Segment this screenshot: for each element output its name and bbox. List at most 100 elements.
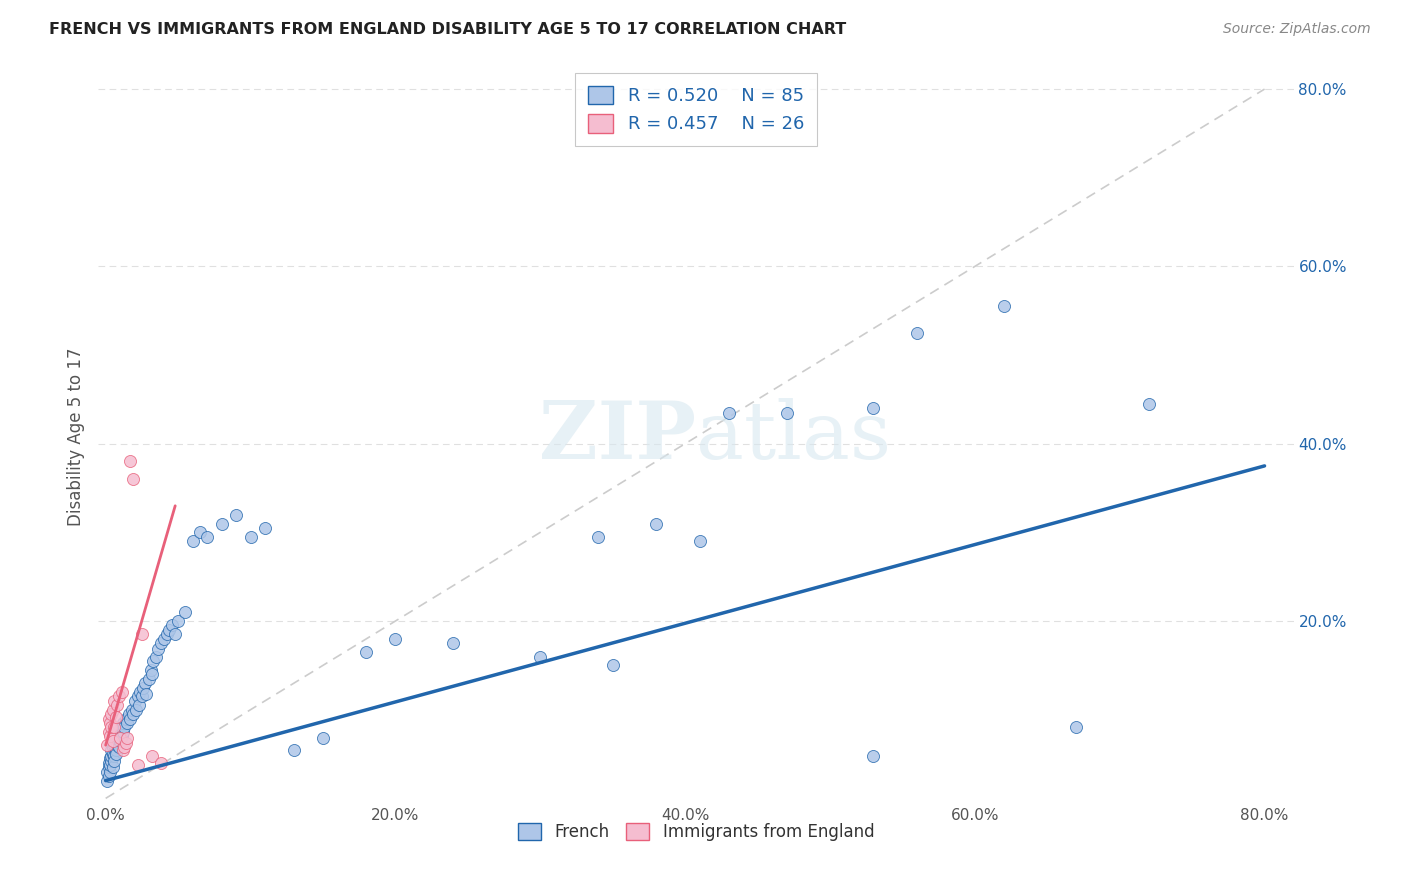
Point — [129, 685, 152, 699]
Point — [167, 614, 190, 628]
Point — [157, 623, 180, 637]
Point — [1137, 397, 1160, 411]
Point — [120, 454, 142, 468]
Point — [97, 724, 120, 739]
Point — [124, 694, 146, 708]
Point — [98, 729, 121, 743]
Point — [356, 645, 378, 659]
Point — [146, 642, 169, 657]
Point — [96, 773, 118, 788]
Point — [104, 710, 127, 724]
Point — [195, 530, 218, 544]
Point — [717, 406, 740, 420]
Point — [103, 748, 125, 763]
Point — [105, 738, 128, 752]
Point — [128, 698, 150, 713]
Point — [101, 733, 124, 747]
Point — [586, 530, 609, 544]
Point — [100, 721, 122, 735]
Point — [862, 401, 884, 416]
Point — [105, 729, 128, 743]
Point — [110, 721, 132, 735]
Point — [121, 703, 143, 717]
Point — [112, 724, 135, 739]
Point — [775, 406, 797, 420]
Point — [108, 724, 131, 739]
Point — [155, 627, 177, 641]
Point — [115, 712, 138, 726]
Point — [96, 738, 118, 752]
Point — [112, 742, 135, 756]
Point — [602, 658, 624, 673]
Point — [141, 667, 163, 681]
Text: Source: ZipAtlas.com: Source: ZipAtlas.com — [1223, 22, 1371, 37]
Text: ZIP: ZIP — [538, 398, 696, 476]
Point — [101, 739, 124, 754]
Point — [115, 736, 138, 750]
Text: FRENCH VS IMMIGRANTS FROM ENGLAND DISABILITY AGE 5 TO 17 CORRELATION CHART: FRENCH VS IMMIGRANTS FROM ENGLAND DISABI… — [49, 22, 846, 37]
Point — [98, 764, 121, 779]
Point — [312, 731, 335, 745]
Point — [138, 672, 160, 686]
Point — [122, 472, 145, 486]
Point — [101, 760, 124, 774]
Point — [100, 742, 122, 756]
Point — [122, 707, 145, 722]
Point — [103, 721, 125, 735]
Point — [145, 649, 167, 664]
Point — [107, 731, 129, 745]
Point — [127, 757, 149, 772]
Point — [114, 721, 136, 735]
Point — [188, 525, 211, 540]
Point — [135, 687, 157, 701]
Point — [993, 299, 1015, 313]
Point — [107, 690, 129, 704]
Point — [108, 731, 131, 745]
Point — [165, 627, 187, 641]
Point — [120, 712, 142, 726]
Point — [117, 731, 139, 745]
Point — [125, 703, 148, 717]
Point — [134, 676, 156, 690]
Point — [283, 742, 305, 756]
Point — [181, 534, 204, 549]
Point — [225, 508, 247, 522]
Point — [117, 716, 139, 731]
Point — [104, 747, 127, 761]
Point — [132, 681, 155, 695]
Point — [689, 534, 711, 549]
Point — [131, 690, 153, 704]
Point — [139, 663, 162, 677]
Point — [127, 690, 149, 704]
Point — [100, 748, 122, 763]
Point — [239, 530, 262, 544]
Y-axis label: Disability Age 5 to 17: Disability Age 5 to 17 — [66, 348, 84, 526]
Point — [110, 729, 132, 743]
Point — [96, 764, 118, 779]
Point — [104, 733, 127, 747]
Point — [645, 516, 668, 531]
Point — [103, 754, 125, 768]
Point — [162, 618, 184, 632]
Point — [174, 605, 197, 619]
Legend: French, Immigrants from England: French, Immigrants from England — [509, 814, 883, 849]
Point — [103, 738, 125, 752]
Point — [149, 636, 172, 650]
Point — [101, 747, 124, 761]
Point — [384, 632, 406, 646]
Point — [131, 627, 153, 641]
Point — [211, 516, 233, 531]
Point — [97, 760, 120, 774]
Point — [108, 733, 131, 747]
Point — [1064, 721, 1087, 735]
Point — [253, 521, 276, 535]
Point — [149, 756, 172, 770]
Point — [97, 769, 120, 783]
Point — [110, 685, 132, 699]
Point — [98, 757, 121, 772]
Point — [112, 716, 135, 731]
Point — [529, 649, 551, 664]
Point — [101, 703, 124, 717]
Point — [103, 694, 125, 708]
Point — [141, 748, 163, 763]
